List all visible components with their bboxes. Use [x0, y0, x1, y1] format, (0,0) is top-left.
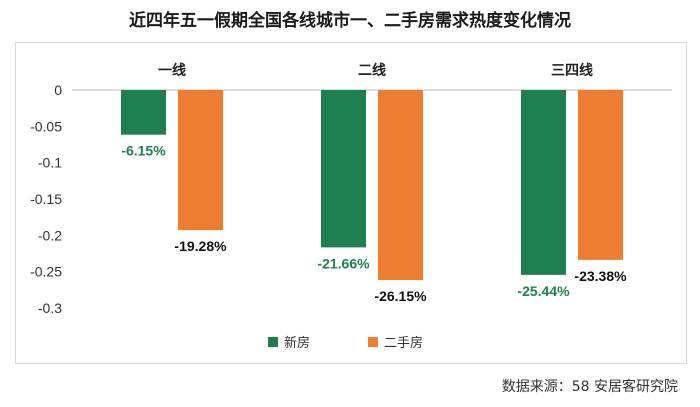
data-source: 数据来源：58 安居客研究院 [501, 379, 678, 395]
legend-second-hand-house-label: 二手房 [384, 335, 423, 351]
category-label: 二线 [358, 62, 386, 79]
chart-frame [15, 42, 687, 364]
legend-new-house-label: 新房 [284, 335, 310, 351]
category-label: 一线 [158, 62, 186, 79]
y-tick-label: -0.25 [30, 264, 62, 280]
y-tick-label: -0.3 [38, 300, 62, 316]
y-tick-label: -0.15 [30, 191, 62, 207]
category-label: 三四线 [551, 62, 593, 79]
legend-new-house-swatch [268, 337, 278, 347]
data-label: -6.15% [121, 143, 166, 159]
bar-chart: 0 -0.05 -0.1 -0.15 -0.2 -0.25 -0.3 一线 -6.15% -19.… [30, 62, 672, 351]
data-label: -26.15% [374, 288, 427, 304]
data-label: -25.44% [517, 283, 570, 299]
y-tick-label: 0 [54, 82, 62, 98]
y-tick-label: -0.2 [38, 227, 62, 243]
bar-new-house [321, 90, 366, 248]
chart-title: 近四年五一假期全国各线城市一、二手房需求热度变化情况 [129, 11, 571, 31]
y-tick-label: -0.1 [38, 155, 62, 171]
data-label: -19.28% [174, 238, 227, 254]
bar-second-hand-house [378, 90, 423, 281]
bar-new-house [521, 90, 566, 275]
bar-second-hand-house [178, 90, 223, 231]
bar-new-house [121, 90, 166, 135]
data-label: -21.66% [317, 255, 370, 271]
bar-second-hand-house [578, 90, 623, 260]
legend-second-hand-house-swatch [368, 337, 378, 347]
y-tick-label: -0.05 [30, 118, 62, 134]
data-label: -23.38% [574, 268, 627, 284]
